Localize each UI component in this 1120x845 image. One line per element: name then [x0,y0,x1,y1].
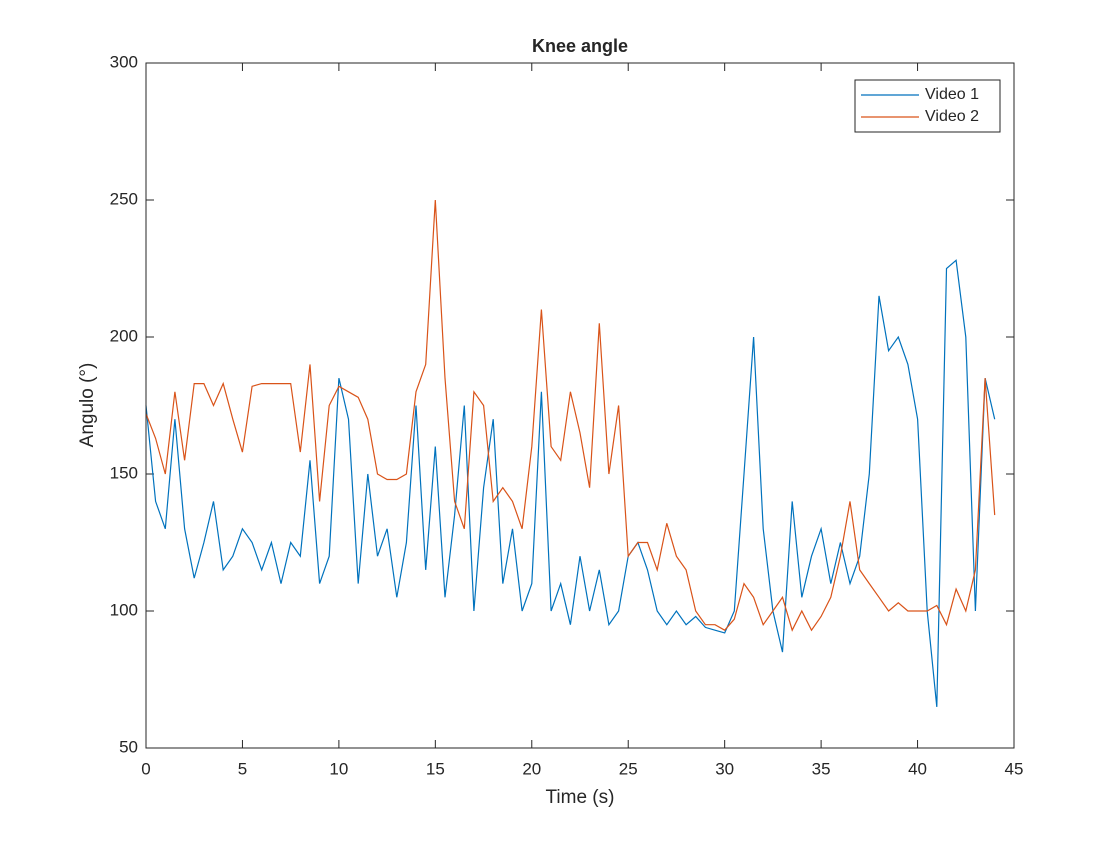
x-tick-label: 25 [619,759,638,778]
chart-title: Knee angle [532,36,628,56]
y-tick-label: 150 [110,463,138,482]
y-tick-label: 50 [119,737,138,756]
x-tick-label: 45 [1005,759,1024,778]
x-tick-label: 10 [329,759,348,778]
plot-area [146,63,1014,748]
legend-label: Video 1 [925,86,979,103]
x-tick-label: 15 [426,759,445,778]
axes-box [145,62,1015,749]
y-tick-label: 100 [110,600,138,619]
x-axis-label: Time (s) [546,787,615,808]
line-series [145,259,996,707]
x-tick-label: 0 [141,759,150,778]
x-tick-label: 20 [522,759,541,778]
x-tick-label: 40 [908,759,927,778]
legend-box [854,79,1001,133]
x-tick-label: 35 [812,759,831,778]
y-axis-label: Angulo (°) [77,363,98,448]
y-tick-label: 250 [110,189,138,208]
y-tick-label: 300 [110,52,138,71]
line-series [145,199,996,632]
y-tick-label: 200 [110,326,138,345]
x-tick-label: 30 [715,759,734,778]
legend-label: Video 2 [925,108,979,125]
x-tick-label: 5 [238,759,247,778]
